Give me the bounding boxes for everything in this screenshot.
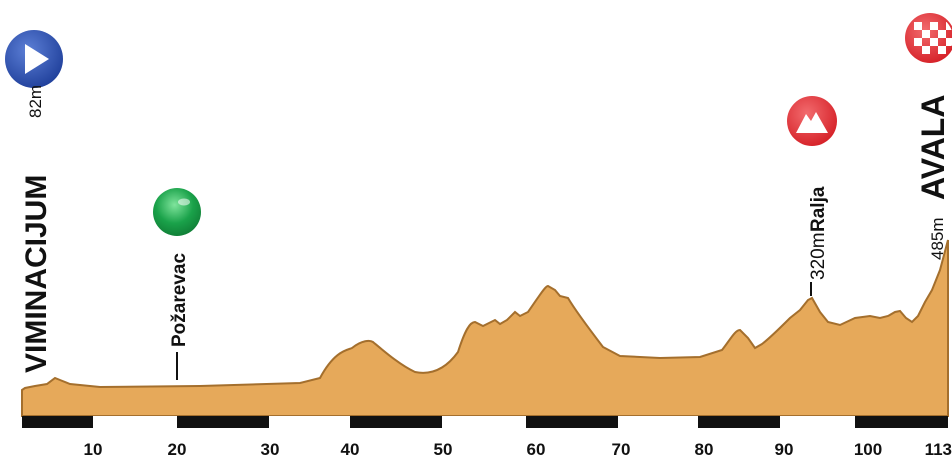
start-location-label: VIMINACIJUM [20, 175, 53, 373]
x-axis-tick-labels: 10 20 30 40 50 60 70 80 90 100 113 [84, 440, 952, 459]
tick-label-70: 70 [612, 440, 631, 459]
tick-label-100: 100 [854, 440, 882, 459]
tick-label-60: 60 [527, 440, 546, 459]
tick-label-80: 80 [695, 440, 714, 459]
play-icon [5, 30, 63, 88]
tick-label-20: 20 [168, 440, 187, 459]
climb-location-label: Ralja [808, 186, 829, 232]
axis-bar-segment [698, 416, 780, 428]
climb-altitude-label: 320m [808, 232, 829, 280]
axis-bar-segment [350, 416, 442, 428]
tick-label-113: 113 [925, 440, 952, 459]
tick-label-90: 90 [775, 440, 794, 459]
tick-label-40: 40 [341, 440, 360, 459]
axis-bar-segment [22, 416, 93, 428]
finish-location-label: AVALA [915, 95, 951, 200]
tick-label-30: 30 [261, 440, 280, 459]
green-dot-icon [153, 188, 201, 236]
tick-label-50: 50 [434, 440, 453, 459]
mountain-icon [787, 96, 837, 146]
finish-altitude-label: 485m [928, 217, 947, 260]
axis-bar-base [22, 416, 948, 428]
axis-bar-segment [177, 416, 269, 428]
sprint-location-label: Požarevac [169, 253, 190, 347]
start-altitude-label: 82m [26, 85, 45, 118]
checkered-flag-icon [905, 13, 952, 63]
axis-bar-segment [855, 416, 948, 428]
tick-label-10: 10 [84, 440, 103, 459]
axis-bar-segments [22, 416, 948, 428]
axis-bar-segment [526, 416, 618, 428]
elevation-profile-area [21, 239, 949, 417]
